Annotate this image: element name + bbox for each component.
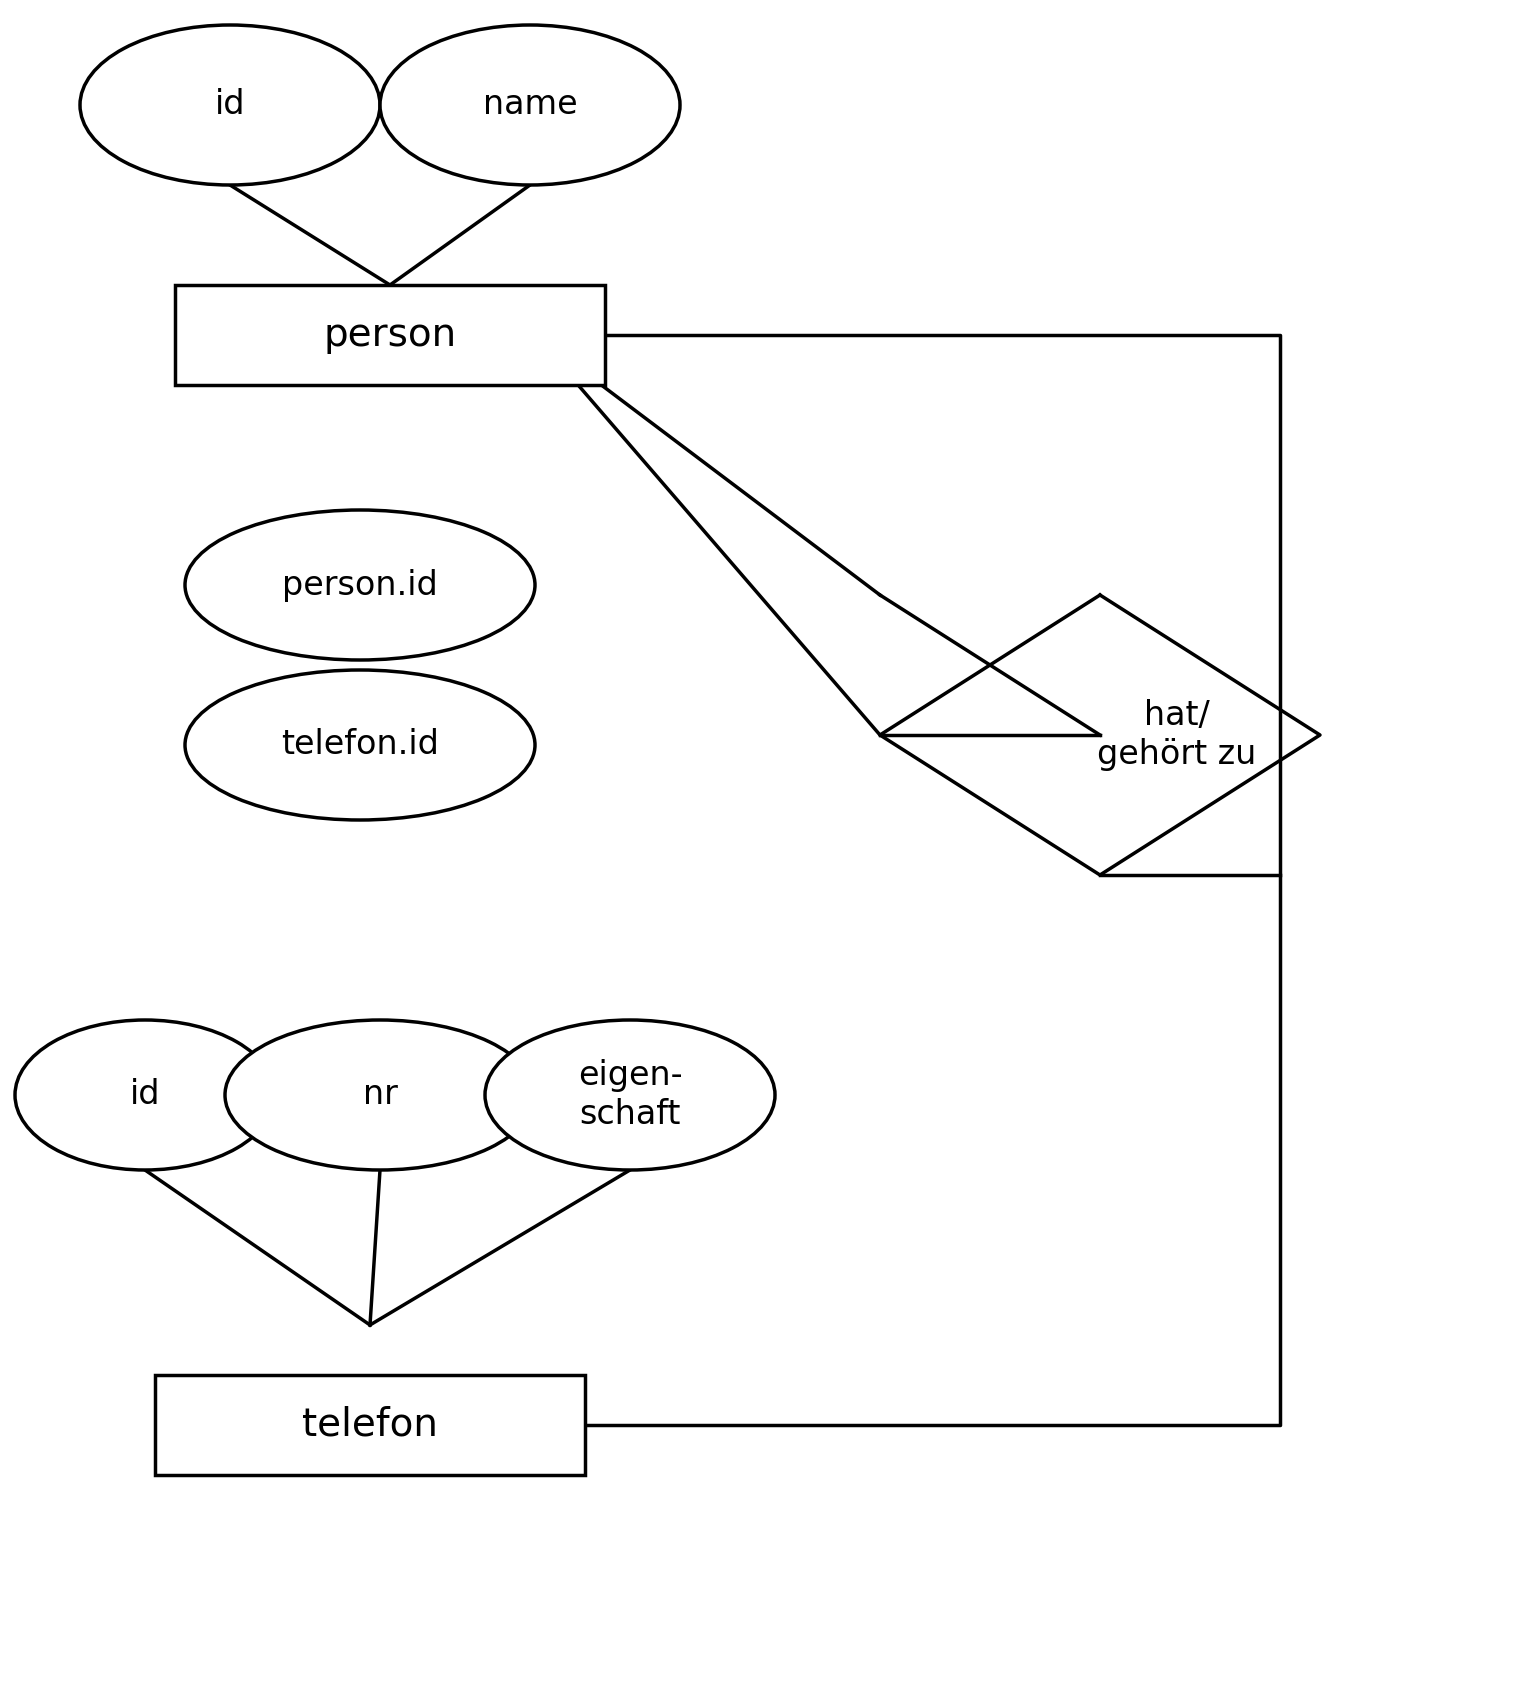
Text: person: person	[323, 315, 457, 354]
Text: person.id: person.id	[282, 568, 438, 602]
Text: eigen-
schaft: eigen- schaft	[578, 1059, 682, 1131]
Ellipse shape	[80, 25, 380, 185]
Ellipse shape	[185, 670, 535, 820]
Text: telefon: telefon	[302, 1405, 438, 1444]
Text: id: id	[215, 88, 245, 122]
Bar	[175, 285, 606, 385]
Ellipse shape	[185, 510, 535, 659]
Ellipse shape	[15, 1020, 274, 1170]
Text: telefon.id: telefon.id	[281, 729, 438, 761]
Ellipse shape	[484, 1020, 776, 1170]
Bar	[155, 1375, 586, 1475]
Ellipse shape	[225, 1020, 535, 1170]
Text: name: name	[483, 88, 578, 122]
Ellipse shape	[380, 25, 681, 185]
Text: nr: nr	[363, 1078, 397, 1112]
Text: hat/
gehört zu: hat/ gehört zu	[1098, 700, 1257, 771]
Text: id: id	[130, 1078, 161, 1112]
